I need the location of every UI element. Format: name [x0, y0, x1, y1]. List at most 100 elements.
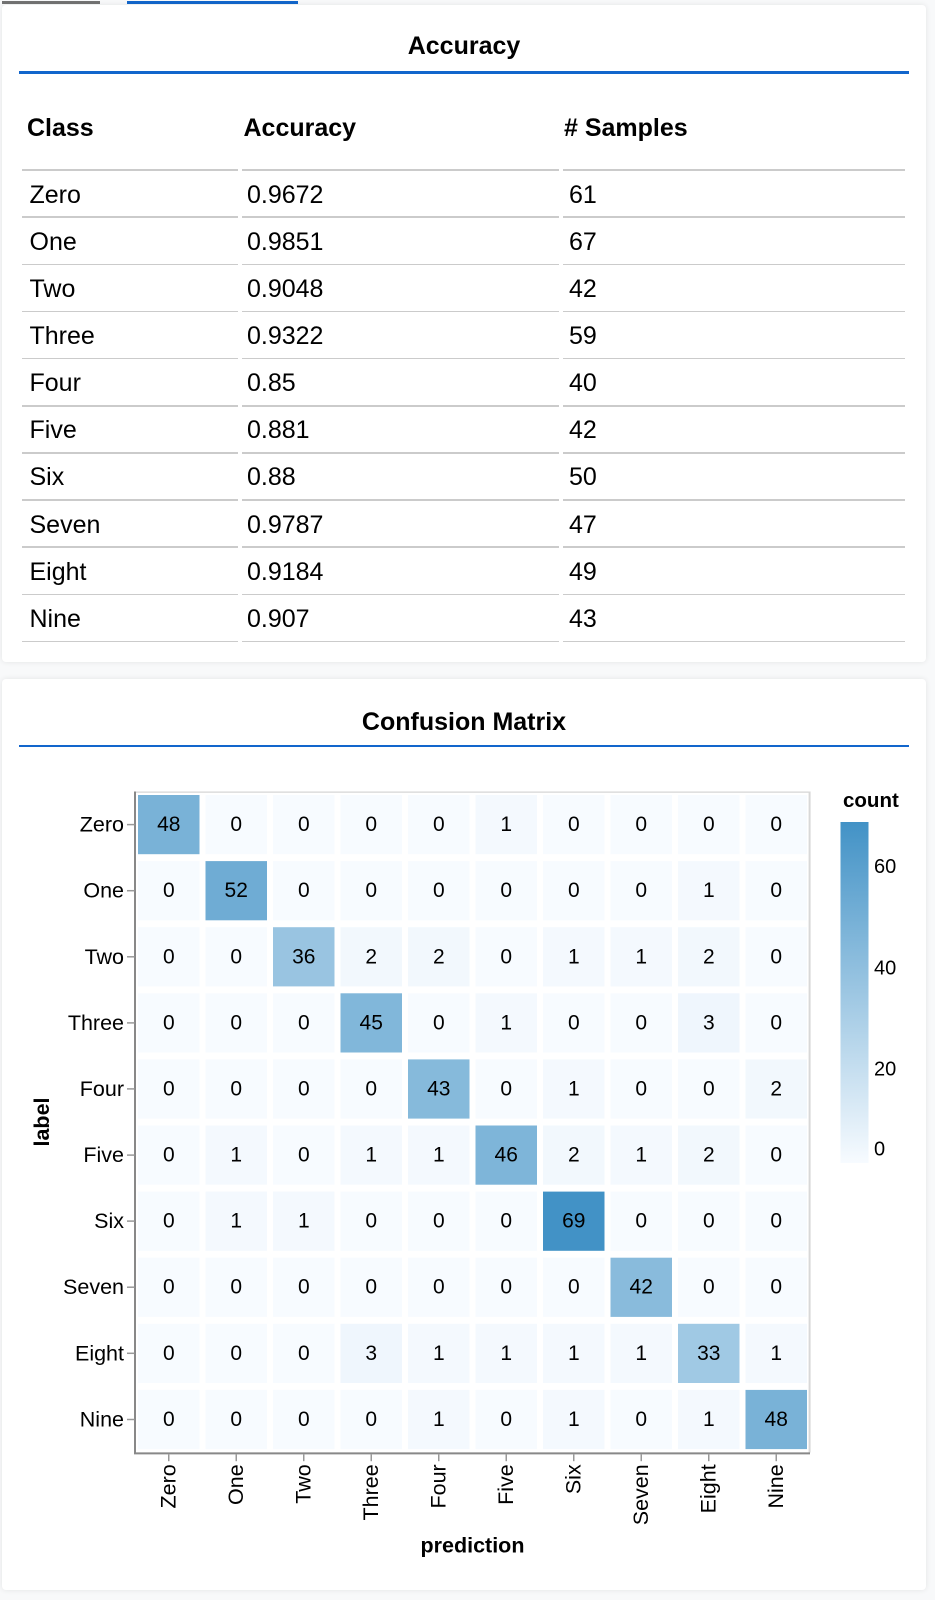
svg-text:0: 0: [568, 1011, 580, 1034]
svg-text:0: 0: [230, 1011, 242, 1034]
svg-text:Six: Six: [562, 1464, 586, 1494]
svg-text:0: 0: [568, 1276, 580, 1299]
svg-text:0: 0: [365, 813, 377, 836]
svg-text:0: 0: [500, 1077, 512, 1100]
svg-text:0: 0: [365, 1077, 377, 1100]
svg-text:Four: Four: [80, 1077, 124, 1101]
svg-text:46: 46: [495, 1144, 518, 1167]
svg-text:0: 0: [365, 1276, 377, 1299]
svg-text:0: 0: [770, 1144, 782, 1167]
svg-text:0: 0: [433, 879, 445, 902]
svg-text:60: 60: [874, 856, 896, 878]
svg-text:0: 0: [635, 879, 647, 902]
svg-text:0: 0: [500, 1408, 512, 1431]
svg-text:0: 0: [163, 1011, 175, 1034]
svg-text:Two: Two: [292, 1464, 316, 1503]
svg-text:0: 0: [298, 1011, 310, 1034]
svg-text:1: 1: [433, 1342, 445, 1365]
svg-text:1: 1: [500, 813, 512, 836]
svg-text:2: 2: [433, 945, 445, 968]
svg-text:0: 0: [433, 1210, 445, 1233]
svg-text:40: 40: [874, 957, 896, 979]
svg-text:1: 1: [298, 1210, 310, 1233]
svg-text:0: 0: [635, 1408, 647, 1431]
svg-text:Six: Six: [94, 1209, 124, 1233]
svg-text:One: One: [83, 879, 124, 903]
svg-text:0: 0: [568, 813, 580, 836]
svg-text:1: 1: [500, 1342, 512, 1365]
svg-text:0: 0: [500, 1276, 512, 1299]
svg-text:0: 0: [770, 1210, 782, 1233]
svg-text:0: 0: [635, 813, 647, 836]
svg-text:prediction: prediction: [421, 1534, 525, 1558]
svg-text:Five: Five: [83, 1143, 124, 1167]
svg-text:0: 0: [163, 945, 175, 968]
svg-text:Two: Two: [85, 945, 124, 969]
svg-text:1: 1: [703, 879, 715, 902]
svg-text:0: 0: [703, 1077, 715, 1100]
svg-text:label: label: [30, 1098, 54, 1147]
svg-text:count: count: [843, 789, 899, 812]
svg-text:1: 1: [433, 1408, 445, 1431]
svg-text:0: 0: [298, 1342, 310, 1365]
svg-text:0: 0: [635, 1077, 647, 1100]
svg-text:0: 0: [163, 1144, 175, 1167]
svg-text:0: 0: [230, 945, 242, 968]
svg-text:One: One: [224, 1464, 248, 1505]
svg-text:0: 0: [770, 945, 782, 968]
svg-text:0: 0: [298, 1144, 310, 1167]
svg-text:0: 0: [365, 879, 377, 902]
svg-text:Eight: Eight: [697, 1464, 721, 1513]
svg-text:0: 0: [298, 879, 310, 902]
svg-text:20: 20: [874, 1059, 896, 1081]
svg-text:36: 36: [292, 945, 315, 968]
svg-text:Three: Three: [359, 1464, 383, 1520]
svg-text:0: 0: [500, 879, 512, 902]
svg-text:48: 48: [157, 813, 180, 836]
svg-text:Nine: Nine: [80, 1408, 124, 1432]
svg-text:0: 0: [703, 1210, 715, 1233]
svg-text:0: 0: [230, 1408, 242, 1431]
svg-text:0: 0: [298, 1077, 310, 1100]
svg-text:1: 1: [433, 1144, 445, 1167]
svg-text:0: 0: [433, 1276, 445, 1299]
svg-text:0: 0: [770, 879, 782, 902]
svg-text:Nine: Nine: [764, 1464, 788, 1508]
svg-text:1: 1: [635, 1342, 647, 1365]
svg-text:3: 3: [365, 1342, 377, 1365]
svg-text:2: 2: [703, 945, 715, 968]
svg-text:0: 0: [163, 879, 175, 902]
svg-text:0: 0: [298, 813, 310, 836]
svg-text:33: 33: [697, 1342, 720, 1365]
svg-text:2: 2: [703, 1144, 715, 1167]
svg-text:Seven: Seven: [629, 1464, 653, 1525]
svg-text:0: 0: [365, 1210, 377, 1233]
svg-text:0: 0: [635, 1011, 647, 1034]
svg-text:0: 0: [163, 1276, 175, 1299]
svg-text:3: 3: [703, 1011, 715, 1034]
svg-text:1: 1: [703, 1408, 715, 1431]
svg-text:0: 0: [163, 1342, 175, 1365]
svg-text:2: 2: [770, 1077, 782, 1100]
svg-text:1: 1: [500, 1011, 512, 1034]
svg-text:0: 0: [433, 813, 445, 836]
svg-text:0: 0: [298, 1276, 310, 1299]
svg-text:Five: Five: [494, 1464, 518, 1505]
svg-text:45: 45: [360, 1011, 383, 1034]
svg-text:Zero: Zero: [80, 813, 124, 837]
svg-text:52: 52: [225, 879, 248, 902]
svg-text:1: 1: [230, 1210, 242, 1233]
svg-text:Eight: Eight: [75, 1341, 124, 1365]
svg-text:0: 0: [365, 1408, 377, 1431]
svg-text:48: 48: [765, 1408, 788, 1431]
svg-text:1: 1: [568, 1408, 580, 1431]
svg-text:0: 0: [568, 879, 580, 902]
svg-text:1: 1: [568, 945, 580, 968]
svg-text:2: 2: [568, 1144, 580, 1167]
svg-text:1: 1: [568, 1342, 580, 1365]
svg-text:Zero: Zero: [157, 1464, 181, 1508]
svg-text:0: 0: [230, 813, 242, 836]
svg-text:0: 0: [703, 813, 715, 836]
svg-text:0: 0: [770, 1011, 782, 1034]
svg-text:1: 1: [770, 1342, 782, 1365]
